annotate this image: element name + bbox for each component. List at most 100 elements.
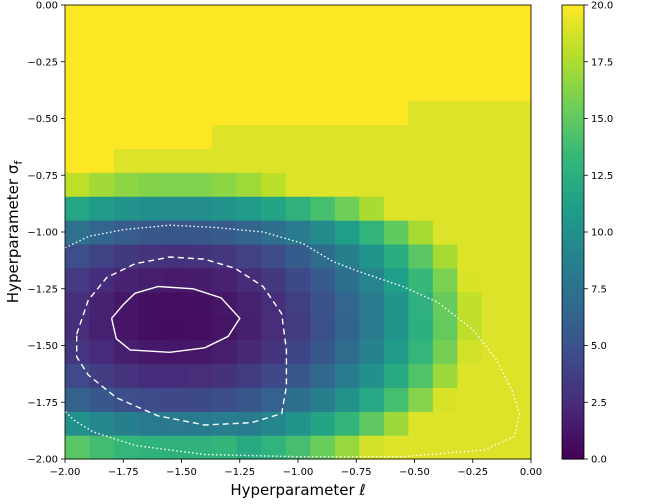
heatmap-cell (359, 28, 385, 54)
heatmap-cell (334, 5, 360, 30)
colorbar-segment (562, 438, 584, 445)
heatmap-cell (310, 363, 336, 388)
heatmap-cell (138, 52, 164, 78)
heatmap-cell (114, 172, 140, 197)
heatmap-cell (138, 196, 164, 221)
colorbar-tick-label: 10.0 (591, 228, 613, 239)
heatmap-cell (457, 172, 483, 197)
heatmap-cell (212, 220, 238, 245)
heatmap-cell (285, 28, 311, 54)
x-axis-ticks: −2.00 −1.75 −1.50 −1.25 −1.00 −0.75 −0.50 −0.25… (50, 459, 542, 478)
colorbar-tick-label: 20.0 (591, 1, 613, 12)
heatmap-cell (310, 267, 336, 293)
heatmap-cell (65, 435, 91, 460)
colorbar-tick-label: 2.5 (591, 398, 607, 409)
colorbar-segment (562, 171, 584, 178)
colorbar-segment (562, 226, 584, 233)
heatmap-cell (334, 267, 360, 293)
colorbar-segment (562, 65, 584, 72)
x-tick-label: −1.25 (224, 467, 255, 478)
heatmap-cell (457, 387, 483, 412)
heatmap-cell (65, 363, 91, 388)
colorbar-segment (562, 237, 584, 243)
heatmap-cell (457, 363, 483, 388)
heatmap-cell (114, 76, 140, 102)
heatmap-cell (187, 28, 213, 54)
y-tick-label: −0.50 (27, 114, 58, 125)
heatmap-cell (506, 435, 532, 460)
heatmap-cell (359, 76, 385, 102)
heatmap-cell (408, 243, 434, 269)
contour-solid (110, 285, 241, 354)
heatmap-cell (138, 124, 164, 149)
heatmap-cell (285, 124, 311, 149)
heatmap-cell (457, 5, 483, 30)
colorbar-segment (562, 40, 584, 46)
heatmap-cell (408, 28, 434, 54)
heatmap-cell (359, 220, 385, 245)
heatmap-cell (310, 411, 336, 436)
colorbar-segment (562, 100, 584, 107)
heatmap-cell (432, 339, 459, 365)
heatmap-cell (236, 339, 262, 365)
heatmap-cell (212, 387, 238, 412)
heatmap-cell (383, 100, 409, 126)
heatmap-cell (457, 267, 483, 293)
colorbar-segment (562, 307, 584, 314)
heatmap-cell (114, 124, 140, 149)
colorbar-tick-label: 17.5 (591, 57, 613, 68)
heatmap-cell (89, 315, 115, 341)
heatmap-cell (310, 100, 336, 126)
heatmap-cell (457, 148, 483, 173)
colorbar-tick-label: 15.0 (591, 114, 613, 125)
heatmap-cell (506, 76, 532, 102)
heatmap-cell (114, 196, 140, 221)
contour-dashed (76, 256, 288, 426)
heatmap-cell (481, 196, 508, 221)
heatmap-cell (261, 387, 287, 412)
colorbar-segment (562, 418, 584, 425)
heatmap-cell (187, 172, 213, 197)
heatmap-cell (65, 315, 91, 341)
colorbar-segment (562, 216, 584, 223)
heatmap-cell (383, 196, 409, 221)
colorbar-segment (562, 15, 584, 21)
heatmap-cell (310, 196, 336, 221)
heatmap-cell (236, 243, 262, 269)
colorbar-segment (562, 327, 584, 334)
y-tick-label: −0.25 (27, 57, 58, 68)
heatmap-cell (89, 172, 115, 197)
heatmap-cell (383, 243, 409, 269)
heatmap-cell (138, 172, 164, 197)
colorbar-segment (562, 428, 584, 435)
heatmap-cell (65, 339, 91, 365)
colorbar-segment (562, 110, 584, 117)
heatmap-cell (236, 100, 262, 126)
colorbar-segment (562, 161, 584, 168)
heatmap-cell (383, 315, 409, 341)
heatmap-cell (212, 243, 238, 269)
colorbar-segment (562, 247, 584, 253)
x-tick-label: −0.50 (399, 467, 430, 478)
y-tick-label: −0.75 (27, 171, 58, 182)
heatmap-cell (285, 387, 311, 412)
heatmap-cell (138, 243, 164, 269)
heatmap-cell (285, 100, 311, 126)
heatmap-cell (359, 411, 385, 436)
heatmap-cell (432, 387, 459, 412)
x-tick-label: 0.00 (520, 467, 542, 478)
heatmap-cell (408, 315, 434, 341)
colorbar-segment (562, 373, 584, 379)
colorbar-segment (562, 10, 584, 16)
heatmap-cell (236, 5, 262, 30)
x-axis-label: Hyperparameter ℓ (230, 481, 365, 499)
heatmap-cell (114, 363, 140, 388)
heatmap-cell (236, 76, 262, 102)
heatmap-cell (65, 196, 91, 221)
colorbar-segment (562, 131, 584, 137)
heatmap-cell (261, 5, 287, 30)
colorbar-segment (562, 262, 584, 268)
heatmap-cell (432, 148, 459, 173)
heatmap-cell (408, 339, 434, 365)
